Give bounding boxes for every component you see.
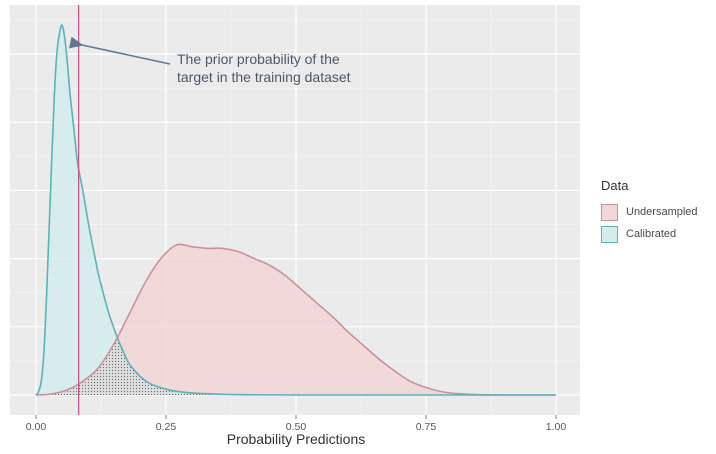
legend: Data Undersampled Calibrated	[601, 178, 711, 245]
legend-item-undersampled: Undersampled	[601, 201, 711, 223]
calibrated-density-line	[35, 24, 556, 396]
x-axis: 0.00 0.25 0.50 0.75 1.00	[26, 415, 567, 433]
legend-label-calibrated: Calibrated	[626, 228, 677, 240]
x-tick-label: 0.75	[416, 421, 437, 433]
annotation-line-1: The prior probability of the	[177, 51, 340, 67]
undersampled-density-line	[35, 243, 556, 396]
calibrated-density-area	[36, 25, 556, 395]
legend-item-calibrated: Calibrated	[601, 223, 711, 245]
calibrated-swatch	[601, 225, 618, 243]
undersampled-density-area	[36, 244, 556, 395]
annotation-arrow	[69, 36, 171, 65]
legend-label-undersampled: Undersampled	[626, 206, 698, 218]
x-tick-label: 0.25	[156, 421, 177, 433]
x-tick-label: 1.00	[546, 421, 567, 433]
legend-title: Data	[601, 178, 629, 193]
annotation-line-2: target in the training dataset	[177, 69, 351, 85]
undersampled-swatch	[601, 203, 618, 221]
x-tick-label: 0.00	[26, 421, 47, 433]
x-tick-label: 0.50	[286, 421, 307, 433]
x-axis-title: Probability Predictions	[227, 431, 366, 447]
